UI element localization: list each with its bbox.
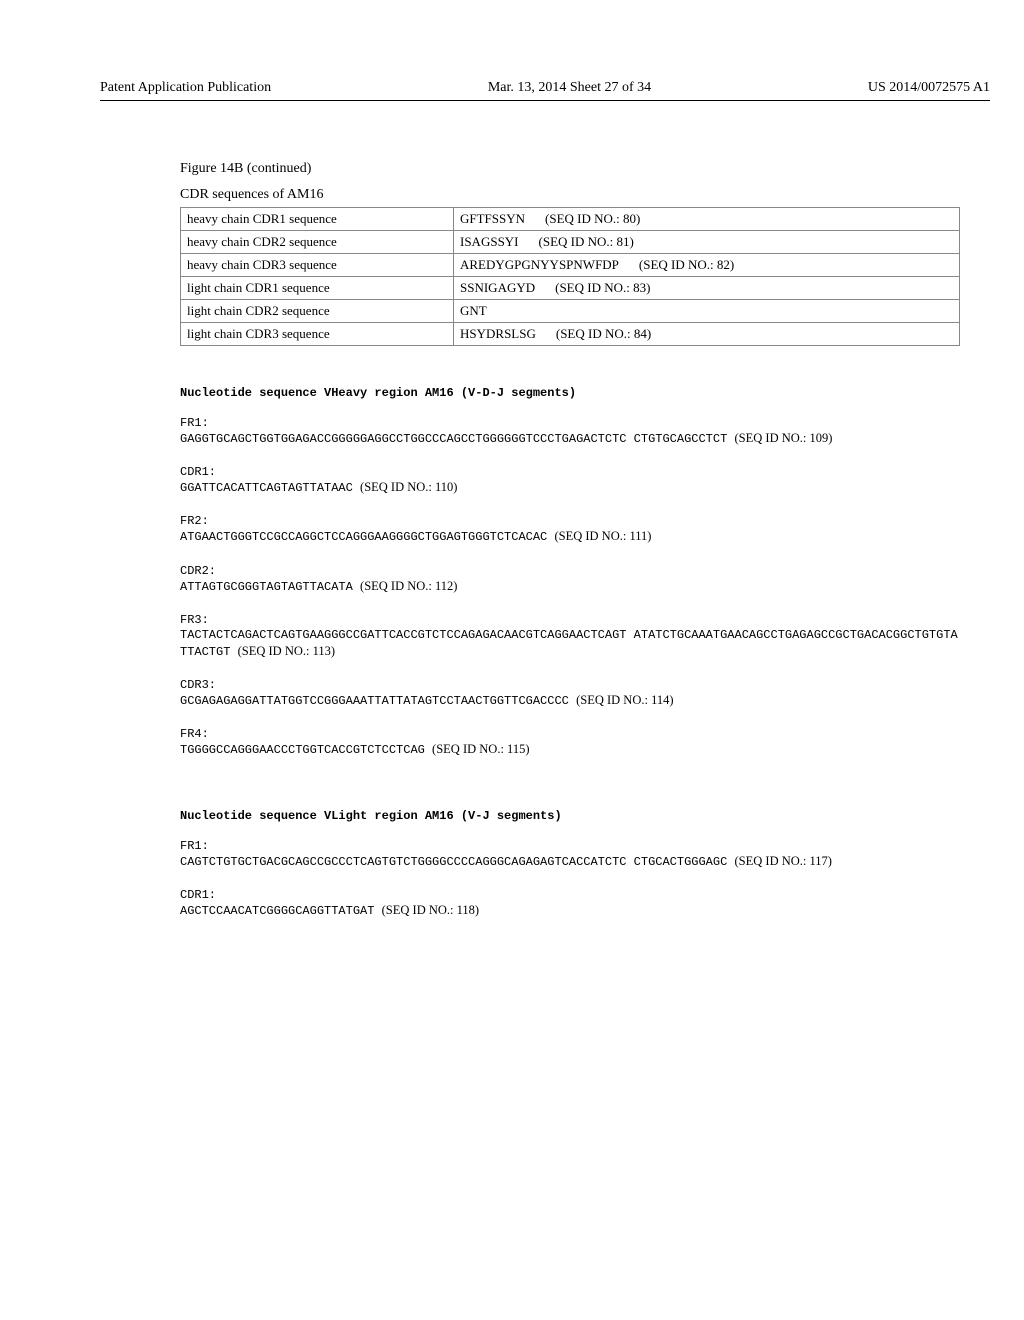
seq-id: (SEQ ID NO.: 111) xyxy=(554,529,651,543)
cdr-table: heavy chain CDR1 sequenceGFTFSSYN(SEQ ID… xyxy=(180,207,960,346)
cdr-seqid: (SEQ ID NO.: 83) xyxy=(535,280,650,295)
cdr-row-label: heavy chain CDR3 sequence xyxy=(181,254,454,277)
cdr-row-seq: ISAGSSYI(SEQ ID NO.: 81) xyxy=(454,231,960,254)
figure-caption: Figure 14B (continued) xyxy=(180,161,960,177)
cdr-row-label: light chain CDR2 sequence xyxy=(181,300,454,323)
header-left: Patent Application Publication xyxy=(100,80,271,96)
cdr-row-seq: GFTFSSYN(SEQ ID NO.: 80) xyxy=(454,208,960,231)
page-header: Patent Application Publication Mar. 13, … xyxy=(100,80,990,101)
block-label: FR2: xyxy=(180,514,960,528)
nucleotide-sequence: ATTAGTGCGGGTAGTAGTTACATA xyxy=(180,580,360,594)
sequence-block: CDR1:AGCTCCAACATCGGGGCAGGTTATGAT (SEQ ID… xyxy=(180,888,960,919)
cdr-sequence: GNT xyxy=(460,303,487,318)
block-label: CDR2: xyxy=(180,564,960,578)
table-row: heavy chain CDR1 sequenceGFTFSSYN(SEQ ID… xyxy=(181,208,960,231)
block-label: CDR3: xyxy=(180,678,960,692)
cdr-row-seq: SSNIGAGYD(SEQ ID NO.: 83) xyxy=(454,277,960,300)
sequence-block: CDR2:ATTAGTGCGGGTAGTAGTTACATA (SEQ ID NO… xyxy=(180,564,960,595)
nucleotide-sequence: TGGGGCCAGGGAACCCTGGTCACCGTCTCCTCAG xyxy=(180,743,432,757)
block-label: FR3: xyxy=(180,613,960,627)
sequence-block: FR2: ATGAACTGGGTCCGCCAGGCTCCAGGGAAGGGGCTG… xyxy=(180,514,960,545)
vlight-blocks: FR1: CAGTCTGTGCTGACGCAGCCGCCCTCAGTGTCTGGG… xyxy=(180,839,960,919)
vheavy-title: Nucleotide sequence VHeavy region AM16 (… xyxy=(180,386,960,400)
cdr-row-seq: GNT xyxy=(454,300,960,323)
nucleotide-sequence: GCGAGAGAGGATTATGGTCCGGGAAATTATTATAGTCCTA… xyxy=(180,694,576,708)
block-label: FR4: xyxy=(180,727,960,741)
cdr-seqid: (SEQ ID NO.: 80) xyxy=(525,211,640,226)
table-row: heavy chain CDR2 sequenceISAGSSYI(SEQ ID… xyxy=(181,231,960,254)
cdr-sequence: ISAGSSYI xyxy=(460,234,519,249)
sequence-line: GAGGTGCAGCTGGTGGAGACCGGGGGAGGCCTGGCCCAGC… xyxy=(180,430,960,447)
cdr-row-seq: AREDYGPGNYYSPNWFDP(SEQ ID NO.: 82) xyxy=(454,254,960,277)
seq-id: (SEQ ID NO.: 114) xyxy=(576,693,673,707)
cdr-sequence: HSYDRSLSG xyxy=(460,326,536,341)
vheavy-blocks: FR1: GAGGTGCAGCTGGTGGAGACCGGGGGAGGCCTGGCC… xyxy=(180,416,960,759)
seq-id: (SEQ ID NO.: 117) xyxy=(735,854,832,868)
cdr-seqid: (SEQ ID NO.: 84) xyxy=(536,326,651,341)
table-row: light chain CDR2 sequence GNT xyxy=(181,300,960,323)
header-mid: Mar. 13, 2014 Sheet 27 of 34 xyxy=(488,80,651,96)
seq-id: (SEQ ID NO.: 109) xyxy=(735,431,833,445)
seq-id: (SEQ ID NO.: 118) xyxy=(382,903,479,917)
cdr-sequence: AREDYGPGNYYSPNWFDP xyxy=(460,257,619,272)
cdr-seqid xyxy=(487,303,507,318)
cdr-row-label: light chain CDR1 sequence xyxy=(181,277,454,300)
seq-id: (SEQ ID NO.: 112) xyxy=(360,579,457,593)
vlight-title: Nucleotide sequence VLight region AM16 (… xyxy=(180,809,960,823)
nucleotide-sequence: GGATTCACATTCAGTAGTTATAAC xyxy=(180,481,360,495)
cdr-table-title: CDR sequences of AM16 xyxy=(180,187,960,203)
cdr-sequence: GFTFSSYN xyxy=(460,211,525,226)
nucleotide-sequence: CAGTCTGTGCTGACGCAGCCGCCCTCAGTGTCTGGGGCCC… xyxy=(180,855,735,869)
cdr-row-label: heavy chain CDR2 sequence xyxy=(181,231,454,254)
sequence-block: CDR3: GCGAGAGAGGATTATGGTCCGGGAAATTATTATAG… xyxy=(180,678,960,709)
block-label: FR1: xyxy=(180,839,960,853)
sequence-block: FR4:TGGGGCCAGGGAACCCTGGTCACCGTCTCCTCAG (… xyxy=(180,727,960,758)
nucleotide-sequence: ATGAACTGGGTCCGCCAGGCTCCAGGGAAGGGGCTGGAGT… xyxy=(180,530,554,544)
cdr-row-label: light chain CDR3 sequence xyxy=(181,323,454,346)
sequence-block: FR3:TACTACTCAGACTCAGTGAAGGGCCGATTCACCGTC… xyxy=(180,613,960,660)
header-right: US 2014/0072575 A1 xyxy=(868,80,990,96)
sequence-line: ATTAGTGCGGGTAGTAGTTACATA (SEQ ID NO.: 11… xyxy=(180,578,960,595)
sequence-line: TGGGGCCAGGGAACCCTGGTCACCGTCTCCTCAG (SEQ … xyxy=(180,741,960,758)
sequence-line: GGATTCACATTCAGTAGTTATAAC (SEQ ID NO.: 11… xyxy=(180,479,960,496)
table-row: light chain CDR1 sequenceSSNIGAGYD(SEQ I… xyxy=(181,277,960,300)
sequence-line: TACTACTCAGACTCAGTGAAGGGCCGATTCACCGTCTCCA… xyxy=(180,627,960,660)
cdr-row-label: heavy chain CDR1 sequence xyxy=(181,208,454,231)
sequence-line: GCGAGAGAGGATTATGGTCCGGGAAATTATTATAGTCCTA… xyxy=(180,692,960,709)
cdr-sequence: SSNIGAGYD xyxy=(460,280,535,295)
sequence-line: ATGAACTGGGTCCGCCAGGCTCCAGGGAAGGGGCTGGAGT… xyxy=(180,528,960,545)
sequence-line: AGCTCCAACATCGGGGCAGGTTATGAT (SEQ ID NO.:… xyxy=(180,902,960,919)
sequence-block: FR1: CAGTCTGTGCTGACGCAGCCGCCCTCAGTGTCTGGG… xyxy=(180,839,960,870)
sequence-block: FR1: GAGGTGCAGCTGGTGGAGACCGGGGGAGGCCTGGCC… xyxy=(180,416,960,447)
nucleotide-sequence: GAGGTGCAGCTGGTGGAGACCGGGGGAGGCCTGGCCCAGC… xyxy=(180,432,735,446)
seq-id: (SEQ ID NO.: 110) xyxy=(360,480,457,494)
sequence-block: CDR1:GGATTCACATTCAGTAGTTATAAC (SEQ ID NO… xyxy=(180,465,960,496)
seq-id: (SEQ ID NO.: 115) xyxy=(432,742,529,756)
table-row: heavy chain CDR3 sequenceAREDYGPGNYYSPNW… xyxy=(181,254,960,277)
sequence-line: CAGTCTGTGCTGACGCAGCCGCCCTCAGTGTCTGGGGCCC… xyxy=(180,853,960,870)
block-label: CDR1: xyxy=(180,465,960,479)
cdr-seqid: (SEQ ID NO.: 82) xyxy=(619,257,734,272)
block-label: FR1: xyxy=(180,416,960,430)
table-row: light chain CDR3 sequenceHSYDRSLSG(SEQ I… xyxy=(181,323,960,346)
page-content: Patent Application Publication Mar. 13, … xyxy=(0,0,1020,997)
seq-id: (SEQ ID NO.: 113) xyxy=(238,644,335,658)
cdr-row-seq: HSYDRSLSG(SEQ ID NO.: 84) xyxy=(454,323,960,346)
cdr-seqid: (SEQ ID NO.: 81) xyxy=(519,234,634,249)
nucleotide-sequence: AGCTCCAACATCGGGGCAGGTTATGAT xyxy=(180,904,382,918)
block-label: CDR1: xyxy=(180,888,960,902)
